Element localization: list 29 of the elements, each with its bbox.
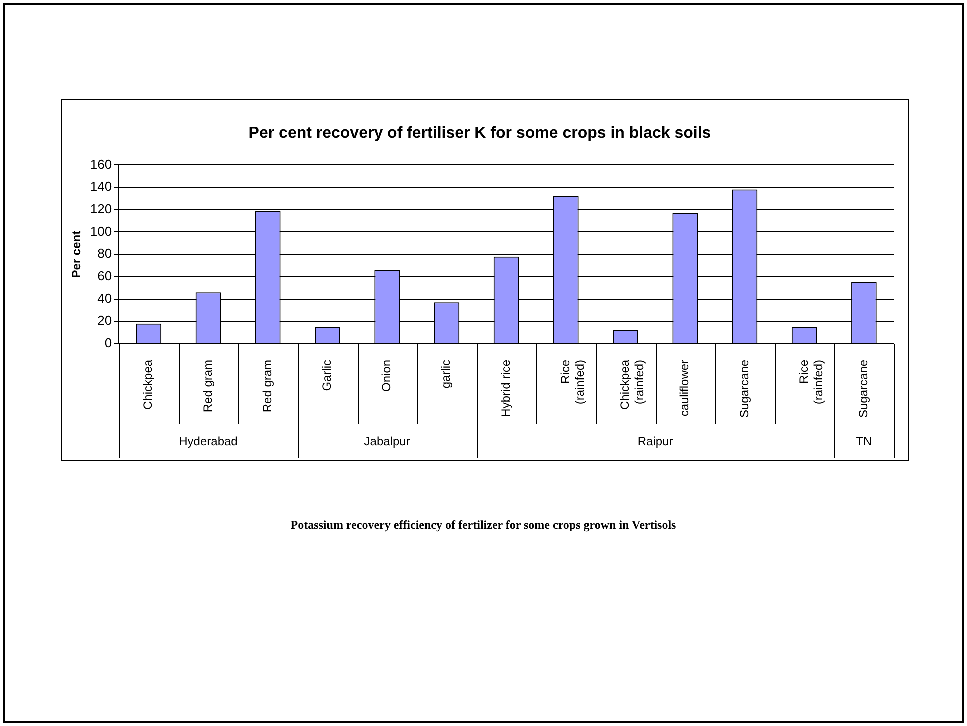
y-tick-label: 20 xyxy=(98,313,112,328)
x-tick-label: Sugarcane xyxy=(737,360,752,418)
y-tick-label: 60 xyxy=(98,268,112,284)
y-tick-label: 160 xyxy=(90,156,112,172)
y-tick-label: 100 xyxy=(90,224,112,239)
y-tick-label: 120 xyxy=(90,201,112,216)
x-tick-label: garlic xyxy=(439,360,454,389)
y-tick-label: 40 xyxy=(98,290,112,306)
x-tick-label: Garlic xyxy=(320,360,334,392)
text: Hyderabad xyxy=(179,434,238,448)
text: Jabalpur xyxy=(364,434,410,448)
text: TN xyxy=(856,434,872,448)
x-tick-label: Rice (rainfed) xyxy=(558,360,587,405)
x-tick-label: Hybrid rice xyxy=(498,360,513,418)
x-tick-label: Rice (rainfed) xyxy=(796,360,826,405)
x-tick-label: Red gram xyxy=(200,360,215,413)
text: Potassium recovery efficiency of fertilizer for some crops grown in Vertisols xyxy=(290,518,678,533)
x-tick-label: Red gram xyxy=(260,360,274,413)
x-tick-label: Chickpea (rainfed) xyxy=(618,360,646,410)
y-tick-label: 80 xyxy=(98,246,112,262)
chart-title: Per cent recovery of fertiliser K for some crops in black soils xyxy=(248,125,712,142)
x-tick-label: Onion xyxy=(380,360,394,392)
y-axis-title: Per cent xyxy=(70,230,84,278)
x-tick-label: Sugarcane xyxy=(856,360,871,418)
y-tick-label: 140 xyxy=(90,179,112,194)
x-tick-label: Chickpea xyxy=(141,360,156,410)
x-tick-label: cauliflower xyxy=(678,360,692,417)
text: Raipur xyxy=(638,434,674,448)
y-tick-label: 0 xyxy=(104,336,112,351)
